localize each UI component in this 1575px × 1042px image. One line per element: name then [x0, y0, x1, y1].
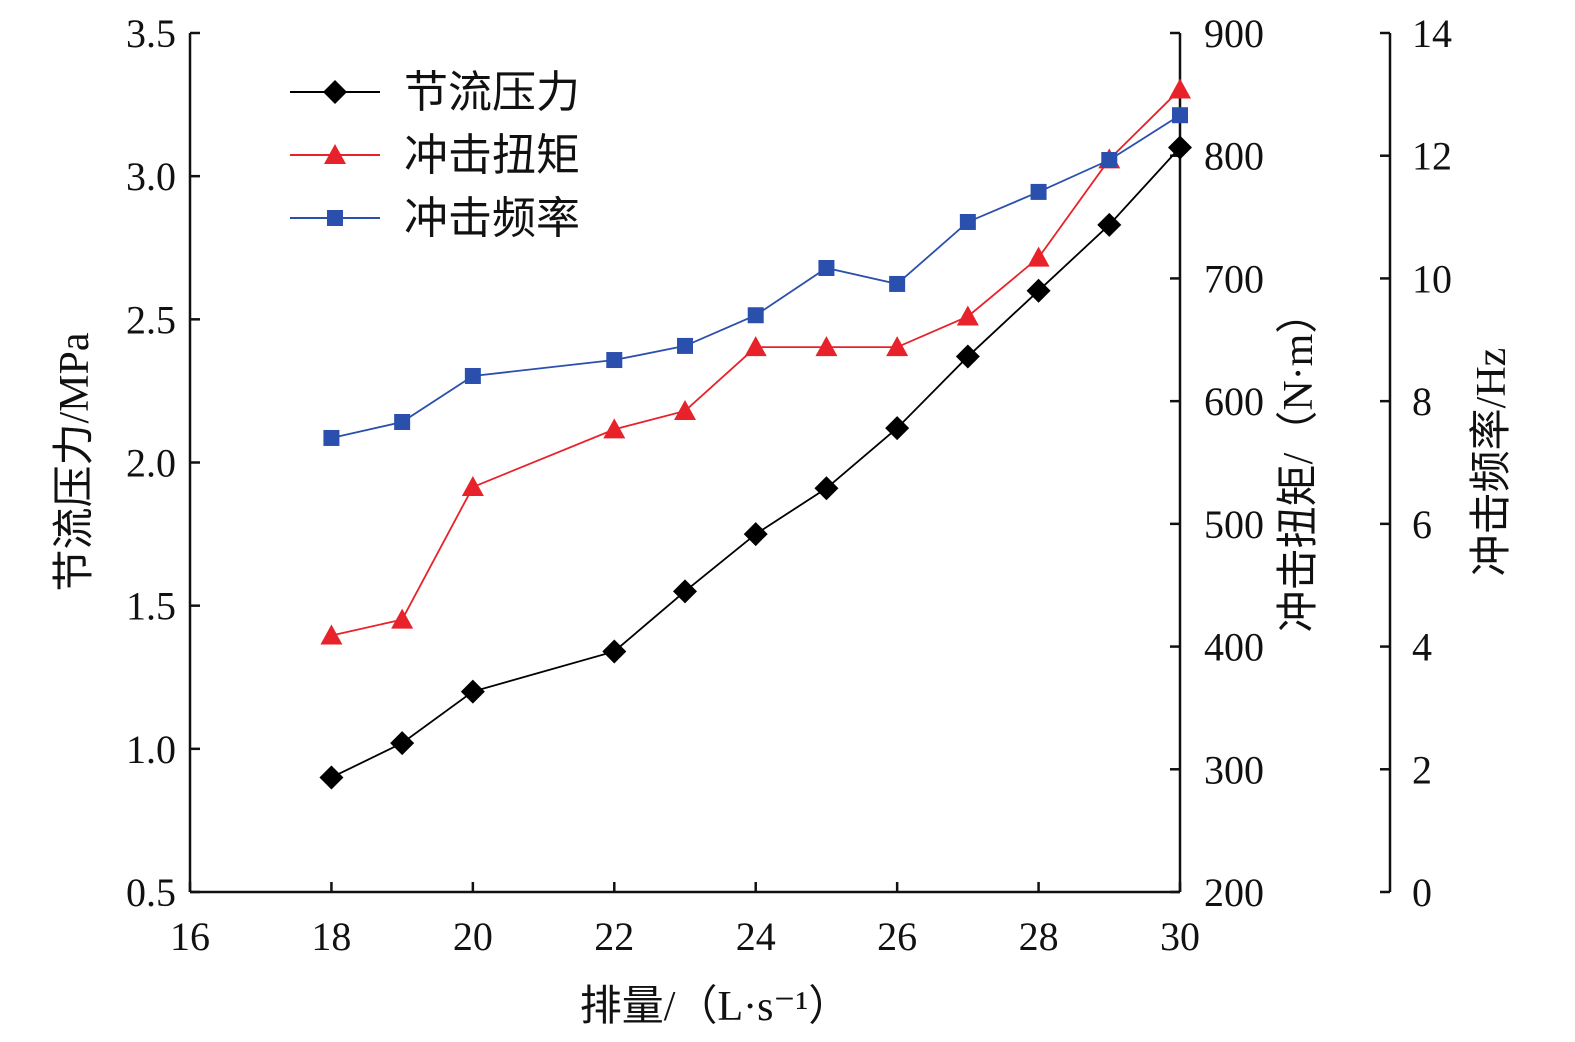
data-point — [674, 399, 696, 420]
x-tick-label: 16 — [170, 914, 210, 959]
x-axis-label: 排量/（L·s⁻¹） — [580, 984, 850, 1030]
series-line — [331, 88, 1181, 637]
right2-tick-label: 0 — [1412, 870, 1432, 915]
data-point — [818, 259, 835, 276]
data-point — [744, 336, 767, 357]
right1-tick-label: 600 — [1204, 379, 1264, 424]
data-point — [1026, 278, 1051, 303]
data-point — [673, 579, 697, 604]
right2-tick-label: 8 — [1412, 379, 1432, 424]
legend-marker — [323, 80, 347, 104]
right2-tick-label: 6 — [1412, 502, 1432, 547]
left-tick-label: 2.0 — [126, 441, 176, 486]
x-tick-label: 30 — [1160, 914, 1200, 959]
data-point — [814, 476, 839, 501]
legend-marker — [324, 144, 346, 164]
data-point — [390, 731, 415, 756]
right1-tick-label: 900 — [1204, 11, 1264, 56]
data-point — [677, 337, 693, 354]
series-marks — [319, 78, 1192, 790]
left-tick-label: 3.0 — [126, 154, 176, 199]
data-point — [394, 414, 411, 431]
x-tick-label: 24 — [736, 914, 776, 959]
data-point — [1101, 152, 1118, 169]
right2-tick-label: 12 — [1412, 134, 1452, 179]
right1-tick-label: 400 — [1204, 625, 1264, 670]
right1-tick-label: 200 — [1204, 870, 1264, 915]
data-point — [956, 305, 979, 326]
right2-axis-label: 冲击频率/Hz — [1468, 348, 1515, 577]
left-tick-label: 1.5 — [126, 584, 176, 629]
data-point — [1097, 212, 1122, 237]
x-tick-label: 26 — [877, 914, 917, 959]
right2-tick-label: 10 — [1412, 256, 1452, 301]
data-point — [391, 608, 414, 629]
right1-axis-label: 冲击扭矩/（N·m） — [1276, 292, 1322, 633]
right2-tick-label: 2 — [1412, 747, 1432, 792]
left-tick-label: 2.5 — [126, 297, 176, 342]
right2-tick-label: 4 — [1412, 625, 1432, 670]
series-1 — [320, 78, 1191, 645]
data-point — [815, 336, 838, 357]
left-tick-label: 0.5 — [126, 870, 176, 915]
data-point — [959, 213, 976, 230]
data-point — [889, 275, 906, 292]
series-0 — [319, 135, 1192, 790]
data-point — [323, 429, 340, 446]
x-tick-label: 20 — [453, 914, 493, 959]
x-tick-label: 18 — [311, 914, 351, 959]
data-point — [461, 476, 484, 497]
right2-tick-label: 14 — [1412, 11, 1452, 56]
legend-marker — [327, 210, 343, 226]
legend-label: 冲击扭矩 — [404, 131, 580, 180]
x-tick-label: 28 — [1019, 914, 1059, 959]
data-point — [319, 765, 344, 790]
legend-label: 节流压力 — [404, 68, 580, 117]
left-axis-label: 节流压力/MPa — [52, 332, 98, 591]
data-point — [606, 352, 623, 369]
right1-tick-label: 800 — [1204, 134, 1264, 179]
series-line — [331, 114, 1181, 439]
data-point — [1172, 107, 1188, 124]
data-point — [460, 679, 485, 704]
data-point — [1027, 246, 1050, 267]
axes: 16 18 20 22 24 26 28 300.51.01.52.02.53.03.5200… — [126, 11, 1452, 959]
data-point — [603, 418, 626, 439]
data-point — [743, 522, 768, 547]
x-tick-label: 22 — [594, 914, 634, 959]
data-point — [464, 367, 481, 384]
right1-tick-label: 500 — [1204, 502, 1264, 547]
data-point — [320, 624, 343, 645]
data-point — [955, 344, 980, 369]
left-tick-label: 1.0 — [126, 727, 176, 772]
data-point — [1168, 135, 1192, 160]
data-point — [1169, 78, 1191, 99]
series-2 — [323, 107, 1188, 446]
legend-label: 冲击频率 — [404, 194, 580, 243]
right1-tick-label: 300 — [1204, 747, 1264, 792]
series-line — [331, 146, 1181, 779]
data-point — [747, 307, 764, 324]
left-tick-label: 3.5 — [126, 11, 176, 56]
data-point — [1030, 183, 1047, 200]
right1-tick-label: 700 — [1204, 256, 1264, 301]
data-point — [885, 416, 910, 441]
data-point — [886, 336, 909, 357]
data-point — [602, 639, 627, 664]
